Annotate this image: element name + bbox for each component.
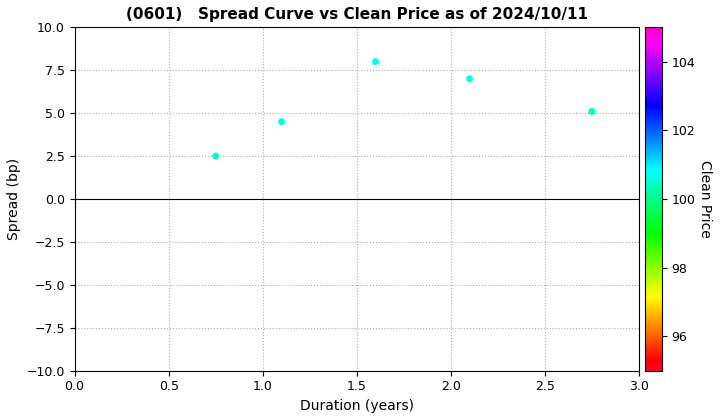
X-axis label: Duration (years): Duration (years) bbox=[300, 399, 414, 413]
Y-axis label: Clean Price: Clean Price bbox=[698, 160, 712, 238]
Point bbox=[276, 118, 287, 125]
Title: (0601)   Spread Curve vs Clean Price as of 2024/10/11: (0601) Spread Curve vs Clean Price as of… bbox=[126, 7, 588, 22]
Point bbox=[210, 153, 222, 160]
Point bbox=[586, 108, 598, 115]
Y-axis label: Spread (bp): Spread (bp) bbox=[7, 158, 21, 240]
Point bbox=[464, 76, 475, 82]
Point bbox=[370, 58, 382, 65]
